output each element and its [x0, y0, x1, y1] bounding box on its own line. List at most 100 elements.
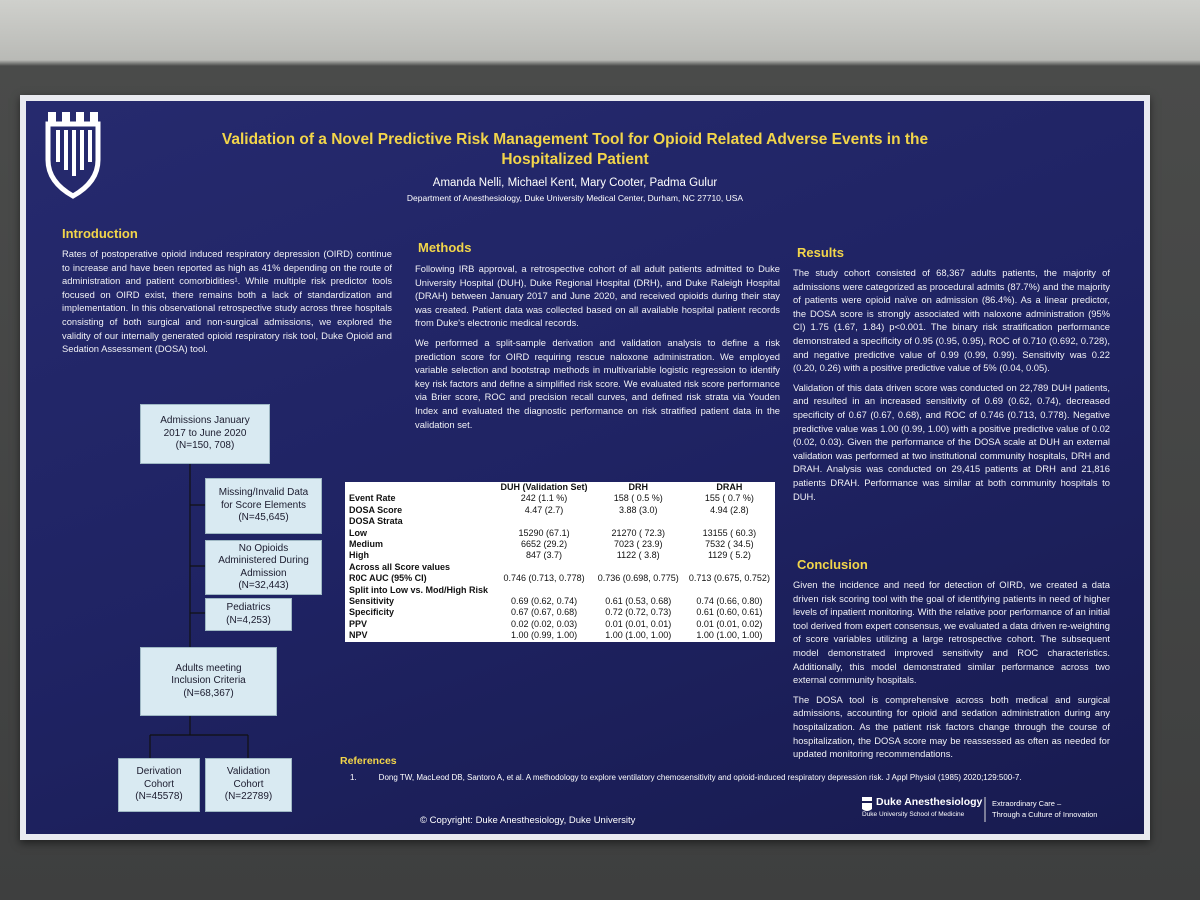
table-row: NPV 1.00 (0.99, 1.00) 1.00 (1.00, 1.00) 1.0…: [345, 630, 775, 641]
table-cell: 21270 ( 72.3): [611, 527, 666, 538]
table-cell: 0.61 (0.53, 0.68): [605, 596, 672, 607]
table-cell: 0.69 (0.62, 0.74): [511, 596, 578, 607]
reference-number: 1.: [350, 773, 357, 782]
flow-node-line: Missing/Invalid Data: [218, 487, 309, 499]
tagline-line: Through a Culture of Innovation: [992, 810, 1098, 819]
table-cell: 0.67 (0.67, 0.68): [511, 607, 578, 618]
table-row: R0C AUC (95% CI) 0.746 (0.713, 0.778) 0.73…: [345, 573, 775, 584]
table-cell: 4.47 (2.7): [524, 504, 564, 515]
table-cell: R0C AUC (95% CI): [349, 573, 427, 584]
table-row: DOSA Strata: [345, 516, 775, 527]
table-cell: High: [349, 550, 369, 561]
results-table: DUH (Validation Set) DRH DRAH Event Rate 242…: [345, 482, 775, 642]
flow-node: Missing/Invalid Data for Score Elements (N…: [205, 478, 322, 534]
table-cell: 847 (3.7): [526, 550, 563, 561]
table-cell: 6652 (29.2): [521, 539, 568, 550]
table-cell: 7023 ( 23.9): [613, 539, 663, 550]
flowchart-connectors: [149, 462, 249, 758]
table-cell: DOSA Strata: [349, 516, 403, 527]
flow-node-line: Adults meeting: [175, 662, 242, 674]
footer-tagline: Extraordinary Care – Through a Culture o…: [992, 798, 1097, 820]
table-cell: 242 (1.1 %): [520, 493, 568, 504]
table-row: Event Rate 242 (1.1 %) 158 ( 0.5 %) 155 ( 0…: [345, 493, 775, 504]
flow-node-line: Inclusion Criteria: [171, 675, 246, 687]
paragraph: The DOSA tool is comprehensive across bo…: [793, 693, 1110, 760]
introduction-text: Rates of postoperative opioid induced re…: [62, 247, 392, 362]
flow-node-line: Cohort: [143, 778, 174, 790]
table-cell: 0.713 (0.675, 0.752): [688, 573, 770, 584]
flow-node-line: (N=45578): [135, 791, 183, 803]
table-cell: Specificity: [349, 607, 395, 618]
flow-node-line: 2017 to June 2020: [163, 427, 247, 439]
flow-node-line: (N=4,253): [226, 614, 271, 626]
section-heading: Conclusion: [797, 557, 868, 572]
table-cell: 158 ( 0.5 %): [613, 493, 663, 504]
results-text: The study cohort consisted of 68,367 adu…: [793, 266, 1110, 509]
paragraph: Validation of this data driven score was…: [793, 381, 1110, 502]
table-cell: 0.01 (0.01, 0.02): [696, 618, 763, 629]
flow-node: Derivation Cohort (N=45578): [118, 758, 200, 812]
authors: Amanda Nelli, Michael Kent, Mary Cooter,…: [432, 177, 718, 189]
table-cell: 0.72 (0.72, 0.73): [605, 607, 672, 618]
table-cell: 1.00 (1.00, 1.00): [605, 630, 672, 641]
table-cell: Medium: [349, 539, 384, 550]
table-cell: PPV: [349, 618, 368, 629]
title-line: Hospitalized Patient: [501, 151, 649, 168]
table-cell: 0.61 (0.60, 0.61): [696, 607, 763, 618]
flow-node-line: Admissions January: [160, 415, 250, 427]
flow-node-line: Validation: [226, 766, 271, 778]
table-cell: 0.74 (0.66, 0.80): [696, 596, 763, 607]
table-header-cell: DUH (Validation Set): [500, 482, 588, 492]
conclusion-text: Given the incidence and need for detecti…: [793, 578, 1110, 767]
table-row: Specificity 0.67 (0.67, 0.68) 0.72 (0.72, …: [345, 607, 775, 618]
paragraph: Following IRB approval, a retrospective …: [415, 263, 780, 329]
flow-node-line: (N=68,367): [183, 687, 234, 699]
methods-text: Following IRB approval, a retrospective …: [415, 262, 780, 437]
footer-logo: [862, 797, 872, 811]
table-empty-cell: [495, 562, 592, 573]
section-heading: Introduction: [62, 226, 138, 241]
table-cell: 0.02 (0.02, 0.03): [511, 618, 578, 629]
footer-school: Duke University School of Medicine: [862, 811, 965, 818]
copyright: © Copyright: Duke Anesthesiology, Duke U…: [420, 815, 636, 826]
table-empty-cell: [593, 562, 684, 573]
table-cell: Event Rate: [349, 493, 396, 504]
flow-node-line: (N=32,443): [238, 580, 289, 591]
section-heading: References: [340, 755, 397, 767]
flow-node-line: Derivation: [136, 766, 182, 778]
table-cell: 7532 ( 34.5): [705, 539, 754, 550]
flow-node-line: No Opioids: [238, 542, 289, 554]
table: DUH (Validation Set) DRH DRAH Event Rate 242…: [345, 482, 775, 642]
table-header-cell: DRH: [628, 482, 648, 492]
table-cell: Sensitivity: [349, 596, 395, 607]
reference-text: Dong TW, MacLeod DB, Santoro A, et al. A…: [378, 773, 1022, 782]
table-cell: 1.00 (0.99, 1.00): [511, 630, 578, 641]
flow-node-line: Cohort: [233, 778, 264, 790]
table-cell: Split into Low vs. Mod/High Risk: [349, 584, 488, 595]
flow-node-line: (N=45,645): [238, 512, 289, 524]
paragraph: Rates of postoperative opioid induced re…: [62, 248, 392, 355]
flow-node: Admissions January 2017 to June 2020 (N=15…: [140, 404, 270, 464]
table-cell: 1122 ( 3.8): [616, 550, 660, 561]
flow-node: No Opioids Administered During Admission (N…: [205, 540, 322, 595]
table-header-cell: DRAH: [716, 482, 743, 492]
table-empty-cell: [495, 516, 592, 527]
table-row: Split into Low vs. Mod/High Risk: [345, 585, 775, 596]
table-header-row: DUH (Validation Set) DRH DRAH: [345, 482, 775, 493]
flow-node-line: Admission: [240, 567, 287, 579]
paragraph: The study cohort consisted of 68,367 adu…: [793, 267, 1110, 374]
flow-node-line: Administered During: [218, 555, 309, 566]
table-row: Sensitivity 0.69 (0.62, 0.74) 0.61 (0.53, …: [345, 596, 775, 607]
flow-node: Adults meeting Inclusion Criteria (N=68,36…: [140, 647, 277, 716]
table-empty-cell: [593, 516, 684, 527]
flow-node-line: (N=22789): [224, 791, 273, 803]
flow-node-line: (N=150, 708): [175, 440, 235, 452]
table-empty-cell: [495, 585, 592, 596]
flow-node-line: Pediatrics: [226, 602, 271, 613]
flow-node-line: for Score Elements: [220, 499, 307, 511]
table-cell: 1.00 (1.00, 1.00): [696, 630, 763, 641]
table-empty-cell: [684, 562, 775, 573]
table-row: Across all Score values: [345, 562, 775, 573]
title: Validation of a Novel Predictive Risk Ma…: [150, 130, 1000, 170]
table-cell: 0.01 (0.01, 0.01): [605, 618, 672, 629]
